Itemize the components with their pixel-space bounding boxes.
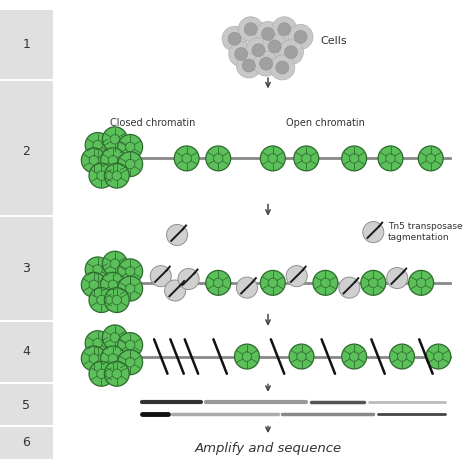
Text: Cells: Cells xyxy=(320,36,347,45)
Circle shape xyxy=(100,346,126,371)
Text: Amplify and sequence: Amplify and sequence xyxy=(194,442,342,455)
Circle shape xyxy=(118,151,143,177)
Circle shape xyxy=(342,344,366,369)
Circle shape xyxy=(260,57,273,70)
Circle shape xyxy=(276,61,289,74)
Circle shape xyxy=(118,135,143,159)
Circle shape xyxy=(284,45,298,59)
Circle shape xyxy=(102,325,128,350)
Circle shape xyxy=(262,28,274,40)
Circle shape xyxy=(237,53,261,78)
Circle shape xyxy=(118,259,143,284)
Circle shape xyxy=(85,257,110,282)
Circle shape xyxy=(288,24,313,49)
Circle shape xyxy=(118,333,143,357)
Circle shape xyxy=(426,344,451,369)
Circle shape xyxy=(342,146,366,171)
Circle shape xyxy=(85,133,110,158)
Circle shape xyxy=(279,40,303,65)
Circle shape xyxy=(262,34,287,59)
Circle shape xyxy=(294,146,319,171)
Circle shape xyxy=(418,146,443,171)
Circle shape xyxy=(255,22,281,46)
Circle shape xyxy=(254,51,279,76)
Text: 1: 1 xyxy=(22,38,30,51)
Circle shape xyxy=(100,272,126,297)
Circle shape xyxy=(363,221,384,242)
Text: Closed chromatin: Closed chromatin xyxy=(110,118,196,128)
Circle shape xyxy=(313,271,338,295)
Circle shape xyxy=(286,265,307,287)
Circle shape xyxy=(246,38,271,63)
Circle shape xyxy=(339,277,360,298)
Bar xyxy=(0,10,53,459)
Circle shape xyxy=(235,344,259,369)
Circle shape xyxy=(409,271,434,295)
Circle shape xyxy=(118,276,143,301)
Circle shape xyxy=(229,42,254,67)
Circle shape xyxy=(278,23,291,36)
Text: 5: 5 xyxy=(22,399,30,412)
Circle shape xyxy=(390,344,414,369)
Circle shape xyxy=(242,59,255,72)
Circle shape xyxy=(268,40,281,53)
Circle shape xyxy=(289,344,314,369)
Circle shape xyxy=(104,163,129,188)
Circle shape xyxy=(104,287,129,312)
Circle shape xyxy=(174,146,199,171)
Circle shape xyxy=(387,267,408,288)
Circle shape xyxy=(378,146,403,171)
Circle shape xyxy=(235,48,248,61)
Text: 3: 3 xyxy=(22,262,30,275)
Circle shape xyxy=(104,361,129,386)
Text: 2: 2 xyxy=(22,145,30,158)
Text: 6: 6 xyxy=(22,436,30,449)
Circle shape xyxy=(238,17,263,42)
Circle shape xyxy=(102,251,128,276)
Circle shape xyxy=(150,265,171,287)
Circle shape xyxy=(89,361,114,386)
Text: 4: 4 xyxy=(22,345,30,358)
Circle shape xyxy=(89,287,114,312)
Text: Open chromatin: Open chromatin xyxy=(286,118,365,128)
Circle shape xyxy=(102,127,128,151)
Circle shape xyxy=(166,225,188,245)
Circle shape xyxy=(237,277,257,298)
Circle shape xyxy=(272,17,297,42)
Text: Tn5 transposase
tagmentation: Tn5 transposase tagmentation xyxy=(388,222,462,242)
Circle shape xyxy=(85,331,110,356)
Circle shape xyxy=(82,272,106,297)
Circle shape xyxy=(100,148,126,173)
Circle shape xyxy=(89,163,114,188)
Circle shape xyxy=(252,44,265,57)
Circle shape xyxy=(222,26,247,51)
Circle shape xyxy=(82,148,106,173)
Circle shape xyxy=(361,271,386,295)
Circle shape xyxy=(206,146,231,171)
Circle shape xyxy=(294,30,307,43)
Circle shape xyxy=(260,146,285,171)
Circle shape xyxy=(118,350,143,375)
Circle shape xyxy=(82,346,106,371)
Circle shape xyxy=(244,23,257,36)
Circle shape xyxy=(206,271,231,295)
Circle shape xyxy=(270,55,295,80)
Circle shape xyxy=(178,268,199,289)
Circle shape xyxy=(228,32,241,45)
Circle shape xyxy=(164,280,186,301)
Circle shape xyxy=(260,271,285,295)
